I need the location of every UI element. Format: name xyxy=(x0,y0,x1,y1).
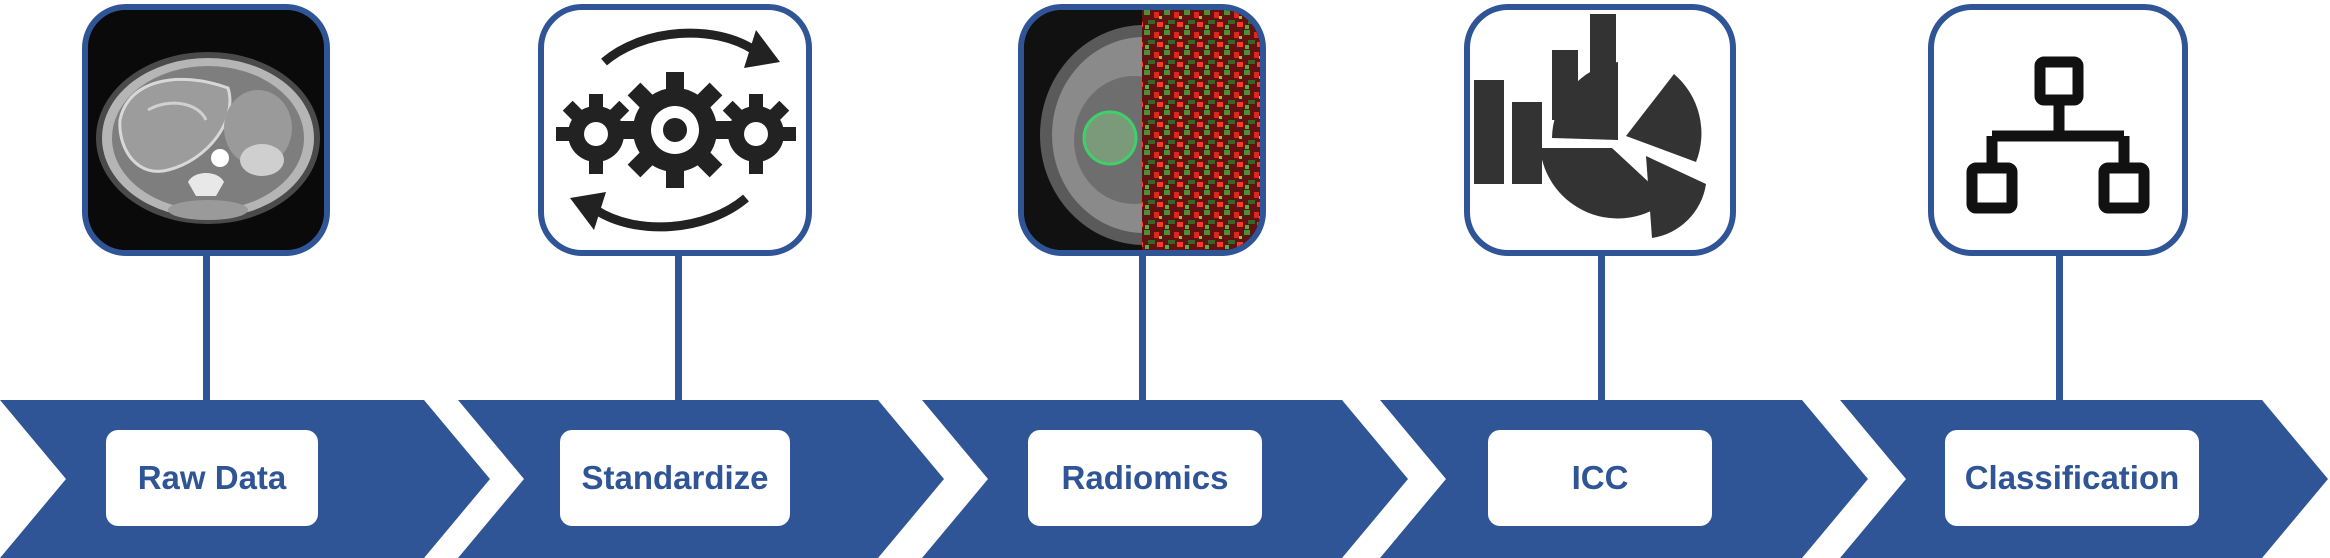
step-label: Radiomics xyxy=(1028,430,1262,526)
ct-scan-image xyxy=(82,4,330,256)
step-label: ICC xyxy=(1488,430,1712,526)
step-label: Classification xyxy=(1945,430,2199,526)
connector-line xyxy=(1598,256,1605,402)
step-label: Standardize xyxy=(560,430,790,526)
step-icc: ICC xyxy=(1464,0,1754,558)
hierarchy-icon xyxy=(1928,4,2188,256)
step-label: Raw Data xyxy=(106,430,318,526)
connector-line xyxy=(203,256,210,402)
chart-icon xyxy=(1464,4,1736,256)
step-raw-data: Raw Data xyxy=(82,0,372,558)
step-radiomics: Radiomics xyxy=(1018,0,1308,558)
gears-cycle-icon xyxy=(538,4,812,256)
step-standardize: Standardize xyxy=(538,0,828,558)
connector-line xyxy=(1139,256,1146,402)
connector-line xyxy=(675,256,682,402)
mri-feature-heatmap-image xyxy=(1018,4,1266,256)
step-classification: Classification xyxy=(1928,0,2218,558)
connector-line xyxy=(2056,256,2063,402)
